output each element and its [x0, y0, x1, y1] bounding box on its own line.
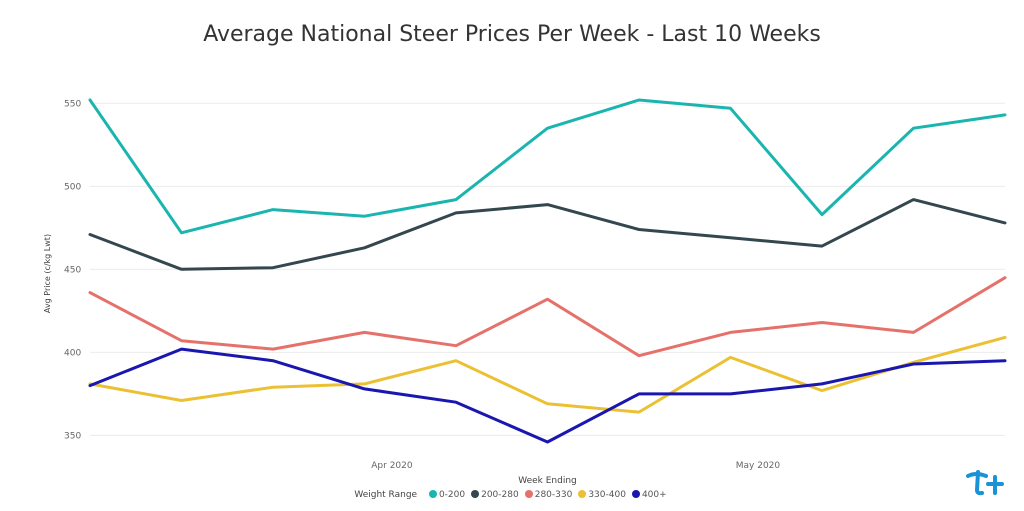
- line-chart: 350 400 450 500 550 Apr 2020 May 2020 Week Endi…: [43, 98, 1007, 486]
- legend: Weight Range 0-200 200-280 280-330 330-400 4…: [0, 490, 1024, 500]
- y-tick-label: 350: [64, 431, 81, 441]
- legend-item-400+[interactable]: 400+: [631, 490, 667, 500]
- y-tick-label: 400: [64, 348, 81, 358]
- legend-label: 0-200: [438, 490, 466, 500]
- legend-marker-icon: [471, 490, 480, 498]
- y-tick-label: 450: [64, 265, 81, 275]
- x-tick-label: Apr 2020: [371, 461, 413, 471]
- y-tick-label: 550: [64, 99, 81, 109]
- legend-item-200-280[interactable]: 200-280: [471, 490, 519, 500]
- legend-marker-icon: [428, 490, 437, 498]
- series-line-400+: [88, 347, 1007, 444]
- chart-title: Average National Steer Prices Per Week -…: [203, 22, 821, 47]
- series-line-200-280: [88, 198, 1007, 271]
- legend-marker-icon: [524, 490, 533, 498]
- legend-marker-icon: [578, 490, 587, 498]
- series-line-0-200: [88, 98, 1007, 235]
- legend-item-330-400[interactable]: 330-400: [578, 490, 626, 500]
- legend-label: 280-330: [534, 490, 573, 500]
- axes: 350 400 450 500 550 Apr 2020 May 2020 Week Endi…: [43, 99, 780, 486]
- legend-title: Weight Range: [354, 490, 418, 500]
- y-tick-label: 500: [64, 182, 81, 192]
- legend-item-0-200[interactable]: 0-200: [428, 490, 466, 500]
- x-axis-label: Week Ending: [518, 476, 577, 486]
- legend-label: 330-400: [588, 490, 626, 500]
- series-line-280-330: [88, 276, 1007, 358]
- legend-label: 200-280: [481, 490, 519, 500]
- legend-marker-icon: [631, 490, 640, 498]
- legend-label: 400+: [641, 490, 667, 500]
- legend-item-280-330[interactable]: 280-330: [524, 490, 573, 500]
- x-tick-label: May 2020: [736, 461, 781, 471]
- series-lines: [88, 98, 1007, 444]
- brand-logo-icon: [966, 470, 1004, 496]
- series-line-330-400: [88, 335, 1007, 414]
- y-axis-label: Avg Price (c/kg Lwt): [43, 234, 52, 313]
